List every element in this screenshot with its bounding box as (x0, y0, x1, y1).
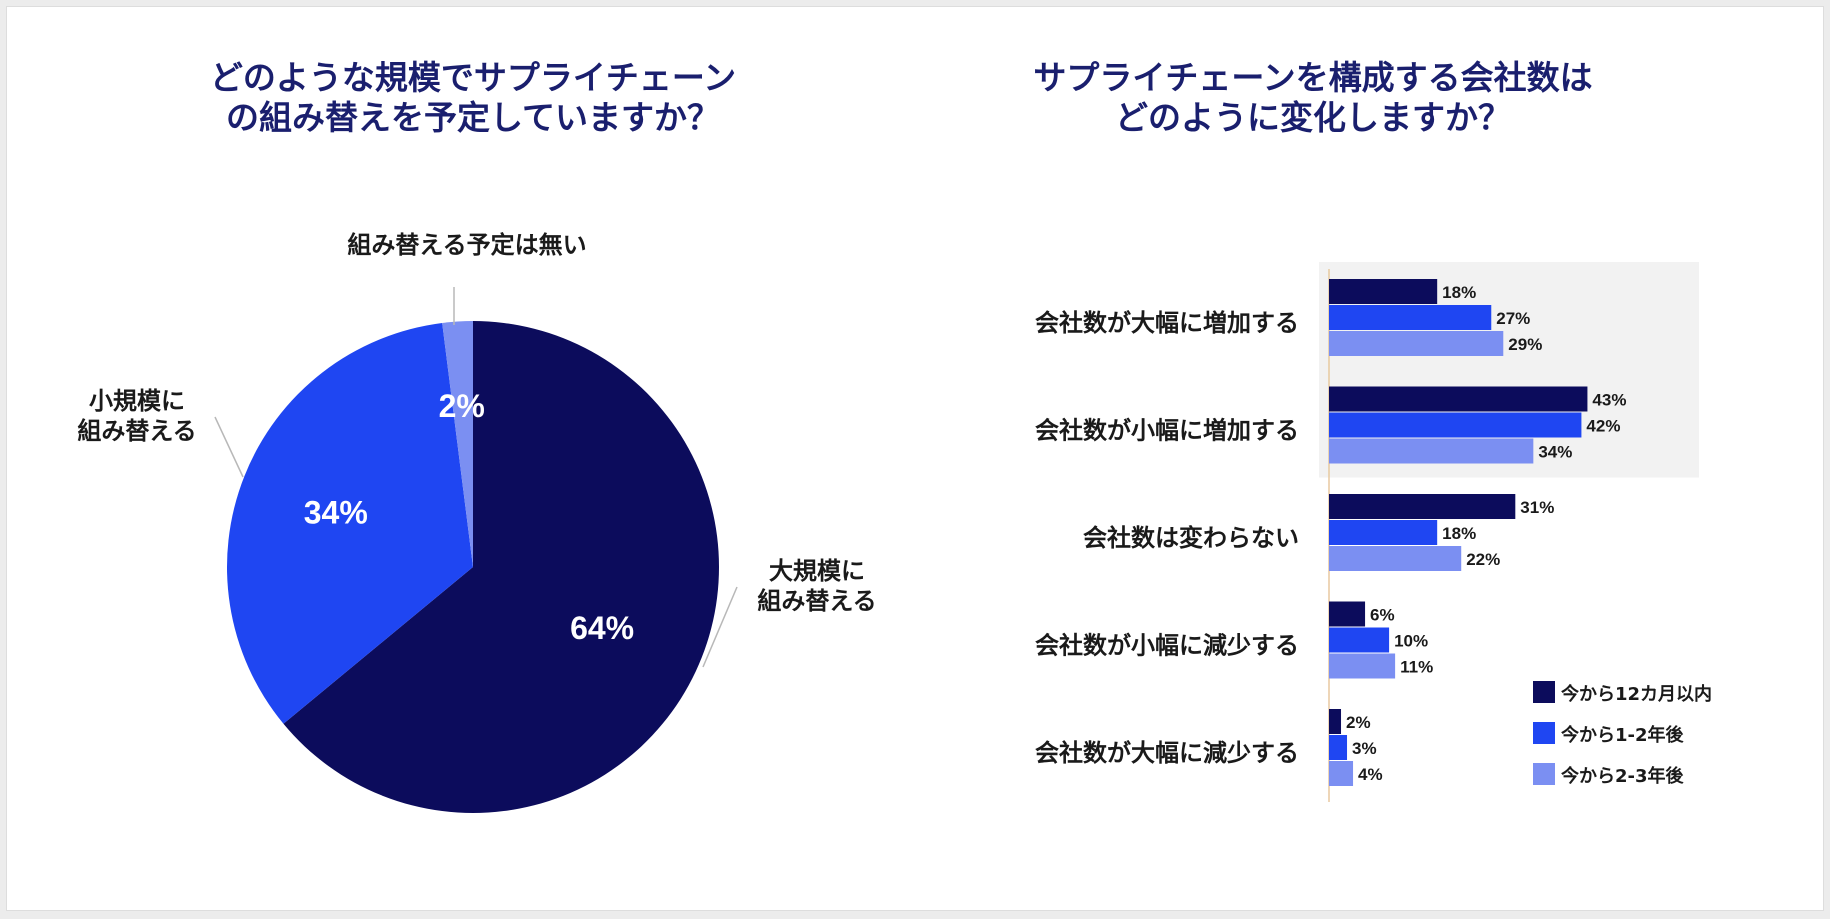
chart-card: どのような規模でサプライチェーン の組み替えを予定していますか？ 64% 大規模に組み… (6, 6, 1824, 911)
bar-5-1 (1329, 709, 1342, 734)
bar-2-1 (1329, 386, 1588, 412)
pie-slice-3 (442, 321, 473, 567)
bar-value-label-4-1: 6% (1370, 606, 1395, 625)
legend-swatch-3 (1533, 763, 1555, 785)
pie-title-line-2: の組み替えを予定していますか？ (226, 98, 720, 137)
bar-value-label-2-3: 34% (1538, 443, 1572, 462)
legend-label-3: 今から2-3年後 (1561, 765, 1685, 787)
pie-leader-line-1 (702, 586, 738, 668)
bar-5-3 (1329, 761, 1354, 786)
legend-label-1: 今から12カ月以内 (1561, 683, 1712, 705)
pie-value-label-3: 2% (439, 388, 485, 424)
bar-value-label-1-2: 27% (1496, 309, 1530, 328)
pie-category-label-2: 小規模に組み替える (77, 387, 196, 445)
bar-value-label-3-2: 18% (1442, 524, 1476, 543)
bar-value-label-1-3: 29% (1508, 335, 1542, 354)
bar-value-label-2-1: 43% (1592, 391, 1626, 410)
bar-category-label-5: 会社数が大幅に減少する (1035, 739, 1299, 767)
bar-5-2 (1329, 735, 1348, 760)
pie-slice-2 (227, 322, 473, 724)
bar-3-1 (1329, 494, 1516, 519)
bar-3-3 (1329, 546, 1462, 571)
bar-category-label-3: 会社数は変わらない (1083, 524, 1299, 552)
bar-value-label-5-2: 3% (1352, 739, 1377, 758)
pie-value-label-2: 34% (304, 495, 368, 531)
pie-title-line-1: どのような規模でサプライチェーン (210, 58, 736, 97)
bar-category-label-2: 会社数が小幅に増加する (1035, 417, 1299, 445)
bar-4-1 (1329, 601, 1366, 627)
legend-swatch-2 (1533, 722, 1555, 744)
bar-value-label-4-3: 11% (1400, 658, 1433, 677)
bar-title-line-1: サプライチェーンを構成する会社数は (1033, 58, 1592, 97)
bar-4-3 (1329, 653, 1396, 679)
bar-1-3 (1329, 331, 1504, 356)
bar-2-2 (1329, 412, 1582, 438)
bar-value-label-5-1: 2% (1346, 713, 1371, 732)
bar-value-label-3-3: 22% (1466, 550, 1500, 569)
pie-category-label-3: 組み替える予定は無い (347, 231, 586, 259)
legend-label-2: 今から1-2年後 (1561, 724, 1685, 746)
bar-1-2 (1329, 305, 1492, 330)
bar-value-label-1-1: 18% (1442, 283, 1476, 302)
bar-value-label-3-1: 31% (1520, 498, 1554, 517)
bar-category-label-4: 会社数が小幅に減少する (1035, 632, 1299, 660)
bar-category-label-1: 会社数が大幅に増加する (1035, 309, 1299, 337)
bar-value-label-4-2: 10% (1394, 632, 1428, 651)
bar-value-label-2-2: 42% (1586, 417, 1620, 436)
bar-4-2 (1329, 627, 1390, 653)
pie-value-label-1: 64% (570, 610, 634, 646)
pie-slice-1 (283, 321, 719, 813)
bar-title-line-2: どのように変化しますか？ (1115, 98, 1511, 137)
bar-3-2 (1329, 520, 1438, 545)
pie-leader-line-2 (214, 416, 244, 478)
bar-2-3 (1329, 438, 1534, 464)
bar-value-label-5-3: 4% (1358, 765, 1383, 784)
legend-swatch-1 (1533, 681, 1555, 703)
pie-category-label-1: 大規模に組み替える (757, 557, 876, 615)
bar-1-1 (1329, 279, 1438, 304)
